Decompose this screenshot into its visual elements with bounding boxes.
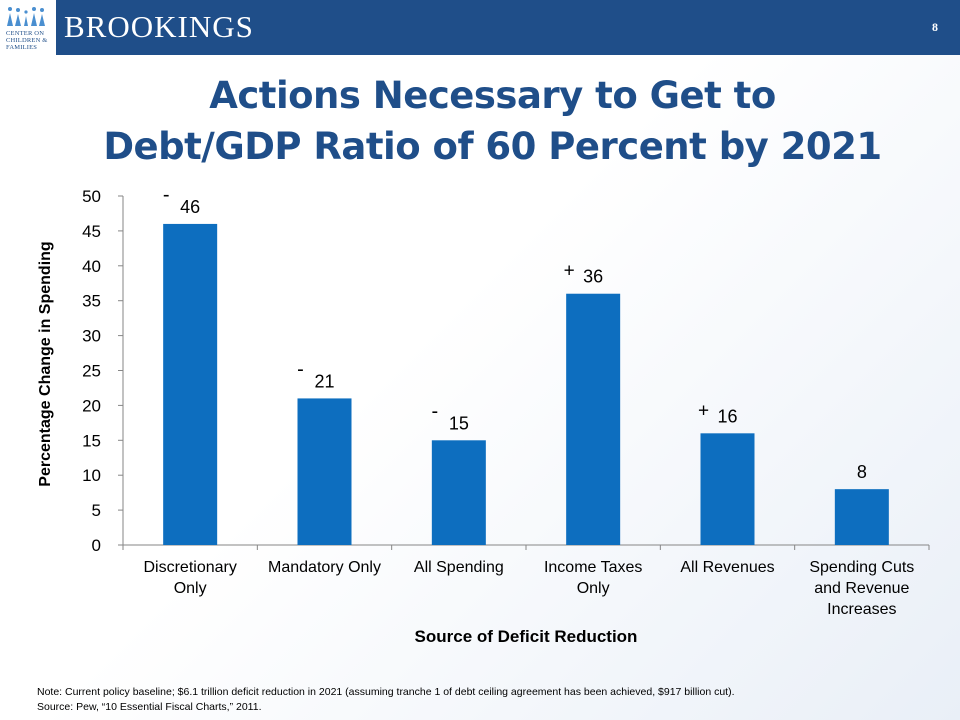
bar xyxy=(297,398,352,545)
category-label: All Spending xyxy=(414,559,504,576)
bar xyxy=(566,293,621,545)
title-line-1: Actions Necessary to Get to xyxy=(209,74,776,117)
data-label: 16 xyxy=(717,406,737,426)
minus-sign-label: - xyxy=(163,184,170,206)
source-line: Source: Pew, “10 Essential Fiscal Charts… xyxy=(37,701,262,713)
category-label: Only xyxy=(577,580,610,597)
y-tick-label: 10 xyxy=(82,466,101,485)
footnote: Note: Current policy baseline; $6.1 tril… xyxy=(37,685,735,715)
family-logo-icon xyxy=(7,7,45,26)
category-label: Only xyxy=(174,580,207,597)
bar xyxy=(431,440,486,545)
category-label: and Revenue xyxy=(814,580,909,597)
data-label: 8 xyxy=(857,462,867,482)
y-tick-label: 40 xyxy=(82,257,101,276)
note-line: Note: Current policy baseline; $6.1 tril… xyxy=(37,686,735,698)
category-label: Increases xyxy=(827,601,896,618)
data-label: 36 xyxy=(583,267,603,287)
y-axis-title: Percentage Change in Spending xyxy=(37,241,54,486)
y-tick-label: 45 xyxy=(82,222,101,241)
bar xyxy=(163,223,218,546)
minus-sign-label: - xyxy=(297,358,304,380)
y-tick-label: 20 xyxy=(82,396,101,415)
bar xyxy=(834,489,889,545)
brand-name: BROOKINGS xyxy=(64,9,254,44)
bar xyxy=(700,433,755,545)
plus-sign-label: + xyxy=(698,400,709,421)
category-label: Mandatory Only xyxy=(268,559,381,576)
data-label: 21 xyxy=(314,371,334,391)
data-label: 46 xyxy=(180,197,200,217)
plus-sign-label: + xyxy=(564,261,575,282)
data-label: 15 xyxy=(449,413,469,433)
category-label: Income Taxes xyxy=(544,559,642,576)
category-label: Spending Cuts xyxy=(809,559,914,576)
y-tick-label: 5 xyxy=(92,501,101,520)
y-tick-label: 30 xyxy=(82,327,101,346)
y-tick-label: 25 xyxy=(82,362,101,381)
title-line-2: Debt/GDP Ratio of 60 Percent by 2021 xyxy=(103,125,882,168)
category-label: All Revenues xyxy=(680,559,774,576)
header-bar: CENTER ON CHILDREN & FAMILIES BROOKINGS … xyxy=(0,0,960,55)
page-number: 8 xyxy=(932,20,938,34)
y-tick-label: 35 xyxy=(82,292,101,311)
minus-sign-label: - xyxy=(431,400,438,422)
y-tick-label: 15 xyxy=(82,431,101,450)
slide-title: Actions Necessary to Get to Debt/GDP Rat… xyxy=(0,70,960,172)
y-tick-label: 50 xyxy=(82,187,101,206)
logo-text: CENTER ON CHILDREN & FAMILIES xyxy=(6,30,48,51)
logo: CENTER ON CHILDREN & FAMILIES xyxy=(0,0,56,55)
x-axis-title: Source of Deficit Reduction xyxy=(415,627,638,646)
y-tick-label: 0 xyxy=(92,536,101,555)
category-label: Discretionary xyxy=(143,559,236,576)
